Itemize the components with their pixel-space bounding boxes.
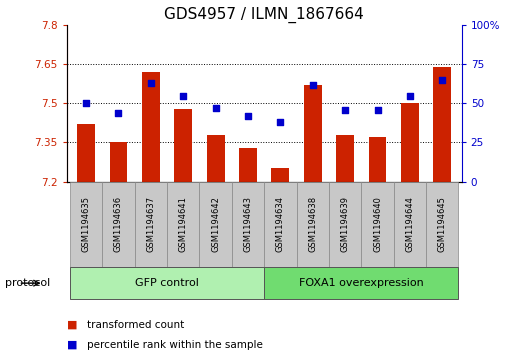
Point: [114, 110, 123, 116]
Bar: [271, 168, 289, 182]
Text: transformed count: transformed count: [87, 320, 185, 330]
Text: GSM1194642: GSM1194642: [211, 196, 220, 252]
Bar: [361, 182, 393, 267]
Text: GSM1194640: GSM1194640: [373, 196, 382, 252]
Bar: [264, 267, 459, 299]
Point: [406, 93, 414, 98]
Bar: [200, 182, 232, 267]
Bar: [239, 148, 257, 182]
Bar: [401, 103, 419, 182]
Text: GSM1194636: GSM1194636: [114, 196, 123, 252]
Text: ■: ■: [67, 340, 77, 350]
Point: [373, 107, 382, 113]
Bar: [369, 137, 386, 182]
Bar: [393, 182, 426, 267]
Point: [438, 77, 446, 83]
Bar: [207, 135, 225, 182]
Bar: [336, 135, 354, 182]
Bar: [426, 182, 459, 267]
Bar: [297, 182, 329, 267]
Bar: [102, 182, 135, 267]
Text: FOXA1 overexpression: FOXA1 overexpression: [299, 278, 424, 288]
Point: [277, 119, 285, 125]
Bar: [70, 182, 102, 267]
Point: [309, 82, 317, 87]
Text: GSM1194643: GSM1194643: [244, 196, 252, 252]
Text: GSM1194639: GSM1194639: [341, 196, 350, 252]
Text: GSM1194644: GSM1194644: [405, 196, 415, 252]
Text: ■: ■: [67, 320, 77, 330]
Bar: [70, 267, 264, 299]
Text: GSM1194635: GSM1194635: [82, 196, 91, 252]
Bar: [433, 67, 451, 182]
Text: GFP control: GFP control: [135, 278, 199, 288]
Point: [244, 113, 252, 119]
Bar: [77, 124, 95, 182]
Title: GDS4957 / ILMN_1867664: GDS4957 / ILMN_1867664: [164, 7, 364, 23]
Text: GSM1194638: GSM1194638: [308, 196, 317, 252]
Point: [82, 101, 90, 106]
Point: [179, 93, 187, 98]
Text: GSM1194641: GSM1194641: [179, 196, 188, 252]
Bar: [142, 72, 160, 182]
Bar: [135, 182, 167, 267]
Bar: [167, 182, 200, 267]
Text: protocol: protocol: [5, 278, 50, 288]
Text: GSM1194645: GSM1194645: [438, 196, 447, 252]
Bar: [232, 182, 264, 267]
Point: [341, 107, 349, 113]
Bar: [174, 109, 192, 182]
Text: GSM1194637: GSM1194637: [146, 196, 155, 252]
Bar: [304, 85, 322, 182]
Bar: [264, 182, 297, 267]
Point: [211, 105, 220, 111]
Text: GSM1194634: GSM1194634: [276, 196, 285, 252]
Text: percentile rank within the sample: percentile rank within the sample: [87, 340, 263, 350]
Bar: [329, 182, 361, 267]
Bar: [110, 143, 127, 182]
Point: [147, 80, 155, 86]
